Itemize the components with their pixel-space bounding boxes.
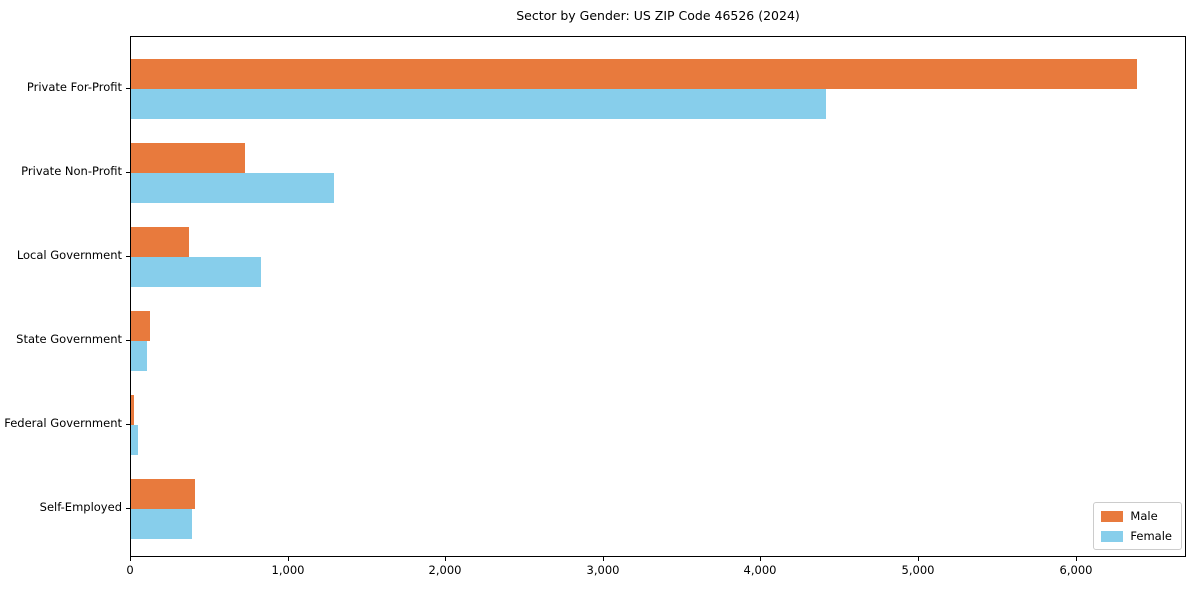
- legend: Male Female: [1093, 502, 1182, 550]
- legend-item-male: Male: [1101, 509, 1172, 523]
- legend-label-female: Female: [1130, 529, 1172, 543]
- plot-area: Male Female: [130, 36, 1186, 557]
- x-tick-mark: [603, 557, 604, 561]
- x-tick-label: 3,000: [586, 563, 620, 577]
- y-tick-mark: [126, 508, 130, 509]
- x-tick-label: 5,000: [901, 563, 935, 577]
- y-tick-mark: [126, 88, 130, 89]
- x-tick-mark: [130, 557, 131, 561]
- bar-female-local-government: [131, 257, 261, 287]
- y-tick-label-private-for-profit: Private For-Profit: [26, 80, 122, 94]
- y-tick-mark: [126, 256, 130, 257]
- x-tick-label: 1,000: [271, 563, 305, 577]
- female-swatch-icon: [1101, 530, 1124, 542]
- y-tick-label-self-employed: Self-Employed: [39, 500, 122, 514]
- male-swatch-icon: [1101, 510, 1124, 522]
- chart-title: Sector by Gender: US ZIP Code 46526 (202…: [516, 8, 800, 23]
- bar-male-self-employed: [131, 479, 195, 509]
- y-tick-label-local-government: Local Government: [16, 248, 122, 262]
- x-tick-mark: [760, 557, 761, 561]
- y-tick-mark: [126, 340, 130, 341]
- y-tick-mark: [126, 172, 130, 173]
- x-tick-mark: [445, 557, 446, 561]
- bar-male-state-government: [131, 311, 150, 341]
- x-tick-label: 4,000: [743, 563, 777, 577]
- bar-male-local-government: [131, 227, 189, 257]
- bar-male-federal-government: [131, 395, 134, 425]
- x-tick-label: 0: [126, 563, 134, 577]
- x-tick-label: 2,000: [428, 563, 462, 577]
- x-tick-mark: [918, 557, 919, 561]
- y-tick-label-private-non-profit: Private Non-Profit: [21, 164, 122, 178]
- bar-female-private-non-profit: [131, 173, 334, 203]
- y-tick-mark: [126, 424, 130, 425]
- bar-female-self-employed: [131, 509, 192, 539]
- x-tick-mark: [288, 557, 289, 561]
- x-tick-mark: [1076, 557, 1077, 561]
- x-tick-label: 6,000: [1059, 563, 1093, 577]
- bar-female-state-government: [131, 341, 147, 371]
- bar-male-private-for-profit: [131, 59, 1137, 89]
- bar-female-federal-government: [131, 425, 138, 455]
- bar-female-private-for-profit: [131, 89, 826, 119]
- legend-label-male: Male: [1130, 509, 1158, 523]
- y-tick-label-state-government: State Government: [16, 332, 122, 346]
- legend-item-female: Female: [1101, 529, 1172, 543]
- bar-male-private-non-profit: [131, 143, 245, 173]
- y-tick-label-federal-government: Federal Government: [4, 416, 122, 430]
